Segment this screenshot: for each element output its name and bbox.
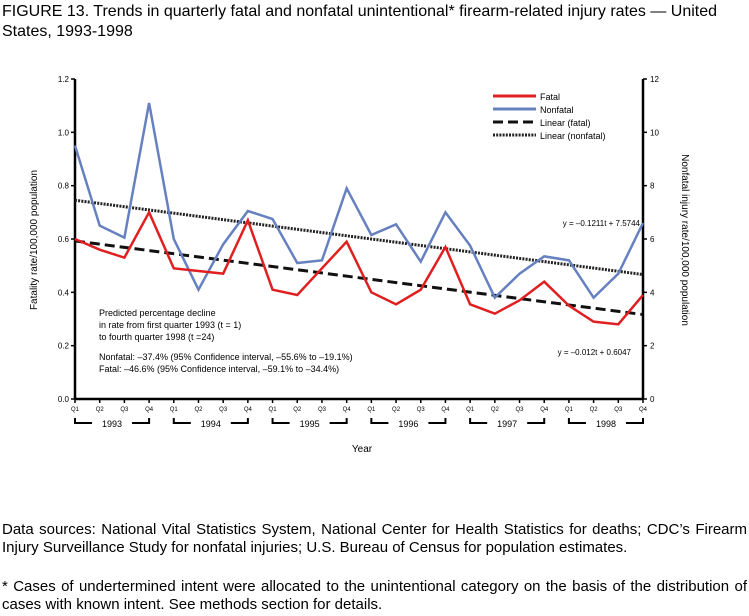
y2-axis-label: Nonfatal injury rate/100,000 population <box>679 154 690 326</box>
x-tick-label: Q4 <box>244 407 253 413</box>
nonfatal-ci: Nonfatal: –37.4% (95% Confidence interva… <box>99 352 353 362</box>
series-line-nonfatal <box>73 102 645 300</box>
x-tick-label: Q2 <box>96 407 105 413</box>
x-tick-label: Q4 <box>639 407 648 413</box>
year-label: 1998 <box>596 419 616 429</box>
y2-tick-label: 10 <box>650 128 659 137</box>
trend-line-fatal <box>74 239 644 317</box>
y-tick-label: 0.2 <box>58 342 70 351</box>
x-tick-label: Q2 <box>590 407 599 413</box>
x-tick-label: Q4 <box>441 407 450 413</box>
year-bracket <box>271 418 348 424</box>
x-tick-label: Q3 <box>516 407 525 413</box>
x-tick-label: Q4 <box>343 407 352 413</box>
fatal-ci: Fatal: –46.6% (95% Confidence interval, … <box>99 364 339 374</box>
x-tick-label: Q1 <box>466 407 475 413</box>
year-label: 1996 <box>398 419 418 429</box>
data-sources: Data sources: National Vital Statistics … <box>2 521 747 556</box>
x-tick-label: Q3 <box>614 407 623 413</box>
x-tick-label: Q3 <box>120 407 129 413</box>
x-tick-label: Q3 <box>417 407 426 413</box>
year-bracket <box>74 418 151 424</box>
year-label: 1994 <box>201 419 221 429</box>
year-bracket <box>172 418 249 424</box>
y-axis-label: Fatality rate/100,000 population <box>29 170 40 310</box>
y2-tick-label: 12 <box>650 75 659 84</box>
y-tick-label: 0.6 <box>58 235 70 244</box>
year-bracket <box>370 418 447 424</box>
y2-tick-label: 8 <box>650 182 655 191</box>
x-tick-label: Q3 <box>219 407 228 413</box>
x-tick-label: Q2 <box>194 407 203 413</box>
y-tick-label: 0.0 <box>58 395 70 404</box>
y-tick-label: 0.8 <box>58 182 70 191</box>
trend-line-nonfatal <box>74 198 644 277</box>
legend-label: Linear (nonfatal) <box>540 131 606 141</box>
y-tick-label: 1.0 <box>58 128 70 137</box>
figure-title: FIGURE 13. Trends in quarterly fatal and… <box>2 3 718 40</box>
year-label: 1993 <box>102 419 122 429</box>
equation-fatal: y = –0.012t + 0.6047 <box>558 348 632 357</box>
x-tick-label: Q2 <box>392 407 401 413</box>
y2-tick-label: 4 <box>650 288 655 297</box>
x-tick-label: Q2 <box>293 407 302 413</box>
decline-note: Predicted percentage decline <box>99 308 216 318</box>
x-tick-label: Q2 <box>491 407 500 413</box>
year-bracket <box>469 418 546 424</box>
x-tick-label: Q3 <box>318 407 327 413</box>
decline-note: in rate from first quarter 1993 (t = 1) <box>99 320 241 330</box>
x-tick-label: Q1 <box>71 407 80 413</box>
x-tick-label: Q1 <box>367 407 376 413</box>
legend-label: Fatal <box>540 92 560 102</box>
equation-nonfatal: y = –0.1211t + 7.5744 <box>563 219 641 228</box>
footnote: * Cases of undertermined intent were all… <box>2 578 747 613</box>
chart: 0.0 0.2 0.4 0.6 0.8 1.0 1.2 0 2 4 6 8 10 12 Q1 Q2 Q3 Q4 Q1… <box>29 75 690 455</box>
series-line-fatal <box>74 209 644 326</box>
y-tick-label: 1.2 <box>58 75 70 84</box>
x-tick-label: Q4 <box>145 407 154 413</box>
year-bracket <box>567 418 644 424</box>
y2-tick-label: 6 <box>650 235 655 244</box>
decline-note: to fourth quarter 1998 (t =24) <box>99 332 214 342</box>
year-label: 1997 <box>497 419 517 429</box>
year-label: 1995 <box>300 419 320 429</box>
y2-tick-label: 0 <box>650 395 655 404</box>
x-tick-label: Q4 <box>540 407 549 413</box>
y-tick-label: 0.4 <box>58 288 70 297</box>
x-tick-label: Q1 <box>170 407 179 413</box>
x-tick-label: Q1 <box>565 407 574 413</box>
x-axis-label: Year <box>352 444 373 455</box>
legend-label: Nonfatal <box>540 105 574 115</box>
y2-tick-label: 2 <box>650 342 655 351</box>
legend-label: Linear (fatal) <box>540 118 591 128</box>
x-tick-label: Q1 <box>269 407 278 413</box>
